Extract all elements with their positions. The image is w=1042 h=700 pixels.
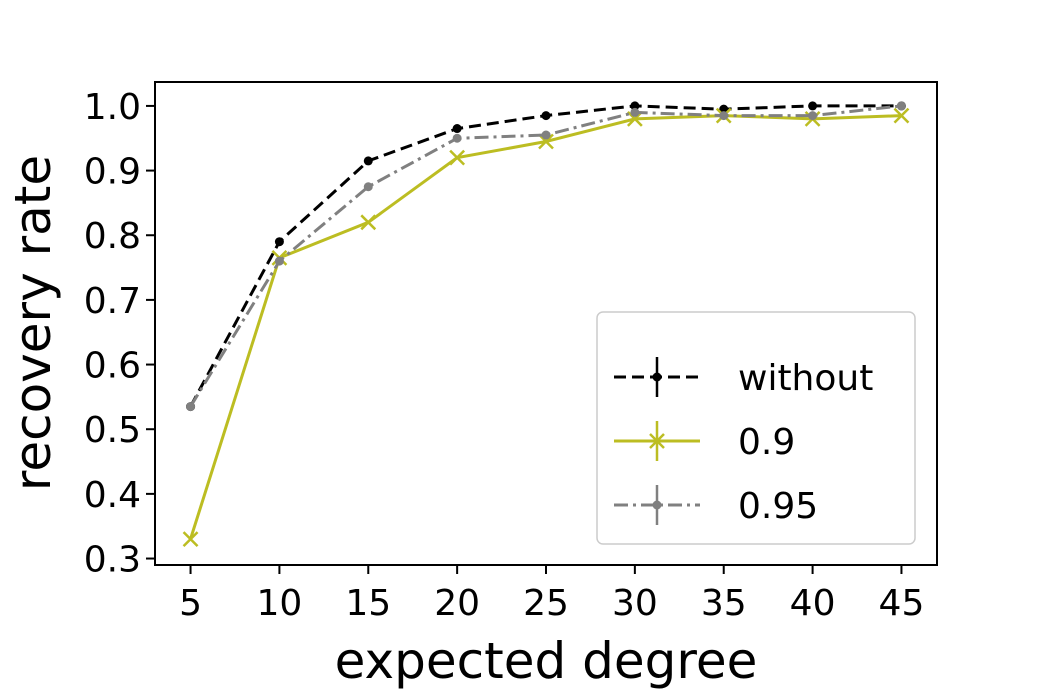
- data-point: [541, 111, 551, 121]
- x-axis-title: expected degree: [335, 632, 758, 690]
- legend-box: [596, 311, 916, 545]
- axis-layer: 5 10 15 20 25 30 35 40 45 0.3 0.4 0.5 0.6 0.7 0.8 0.9 1.…: [84, 87, 925, 624]
- series-3: [186, 101, 906, 412]
- marker-stroke: [449, 149, 466, 166]
- series-layer: [182, 101, 910, 548]
- data-point: [360, 214, 377, 231]
- y-tick-label: 0.4: [84, 475, 141, 516]
- x-tick-label: 20: [434, 583, 480, 624]
- marker-stroke: [538, 133, 554, 150]
- x-tick-label: 35: [701, 583, 747, 624]
- data-point: [452, 124, 462, 134]
- data-point: [538, 133, 554, 150]
- data-point: [452, 133, 462, 143]
- data-point: [896, 101, 906, 111]
- data-point: [808, 111, 818, 121]
- marker-stroke: [893, 107, 910, 124]
- legend: without 0.9 0.95: [596, 311, 916, 545]
- data-point: [893, 107, 910, 124]
- data-point: [719, 104, 729, 114]
- data-point: [719, 111, 729, 121]
- y-tick-label: 0.5: [84, 410, 141, 451]
- data-point: [541, 130, 551, 140]
- legend-label: without: [738, 358, 873, 399]
- data-point: [630, 101, 640, 111]
- x-tick-label: 15: [345, 583, 391, 624]
- x-tick-label: 25: [523, 583, 569, 624]
- x-tick-label: 40: [790, 583, 836, 624]
- x-tick-label: 30: [612, 583, 658, 624]
- data-point: [274, 256, 284, 266]
- data-point: [449, 149, 466, 166]
- data-point: [274, 237, 284, 247]
- data-point: [626, 110, 643, 127]
- legend-marker: [652, 372, 662, 382]
- marker-stroke: [626, 110, 643, 127]
- y-tick-label: 0.8: [84, 216, 141, 257]
- y-tick-label: 0.6: [84, 346, 141, 387]
- x-tick-label: 10: [257, 583, 303, 624]
- marker-stroke: [360, 214, 377, 231]
- data-point: [808, 101, 818, 111]
- marker-stroke: [649, 433, 665, 449]
- legend-label: 0.95: [738, 486, 818, 527]
- y-tick-label: 0.3: [84, 540, 141, 581]
- legend-item: 0.9: [614, 421, 795, 463]
- data-point: [363, 182, 373, 192]
- legend-marker: [652, 500, 662, 510]
- legend-marker: [649, 433, 665, 449]
- data-point: [630, 107, 640, 117]
- x-tick-label: 45: [879, 583, 925, 624]
- data-point: [186, 402, 196, 412]
- marker-stroke: [182, 531, 199, 548]
- legend-item: 0.95: [614, 485, 818, 527]
- data-point: [182, 531, 199, 548]
- legend-label: 0.9: [738, 422, 795, 463]
- y-tick-label: 1.0: [84, 87, 141, 128]
- y-axis-title: recovery rate: [4, 155, 62, 491]
- y-tick-label: 0.7: [84, 281, 141, 322]
- y-tick-label: 0.9: [84, 152, 141, 193]
- plot-frame: [154, 81, 938, 566]
- legend-item: without: [614, 357, 873, 399]
- x-tick-label: 5: [179, 583, 202, 624]
- series-line: [189, 104, 902, 408]
- data-point: [363, 156, 373, 166]
- series-2: [182, 107, 910, 548]
